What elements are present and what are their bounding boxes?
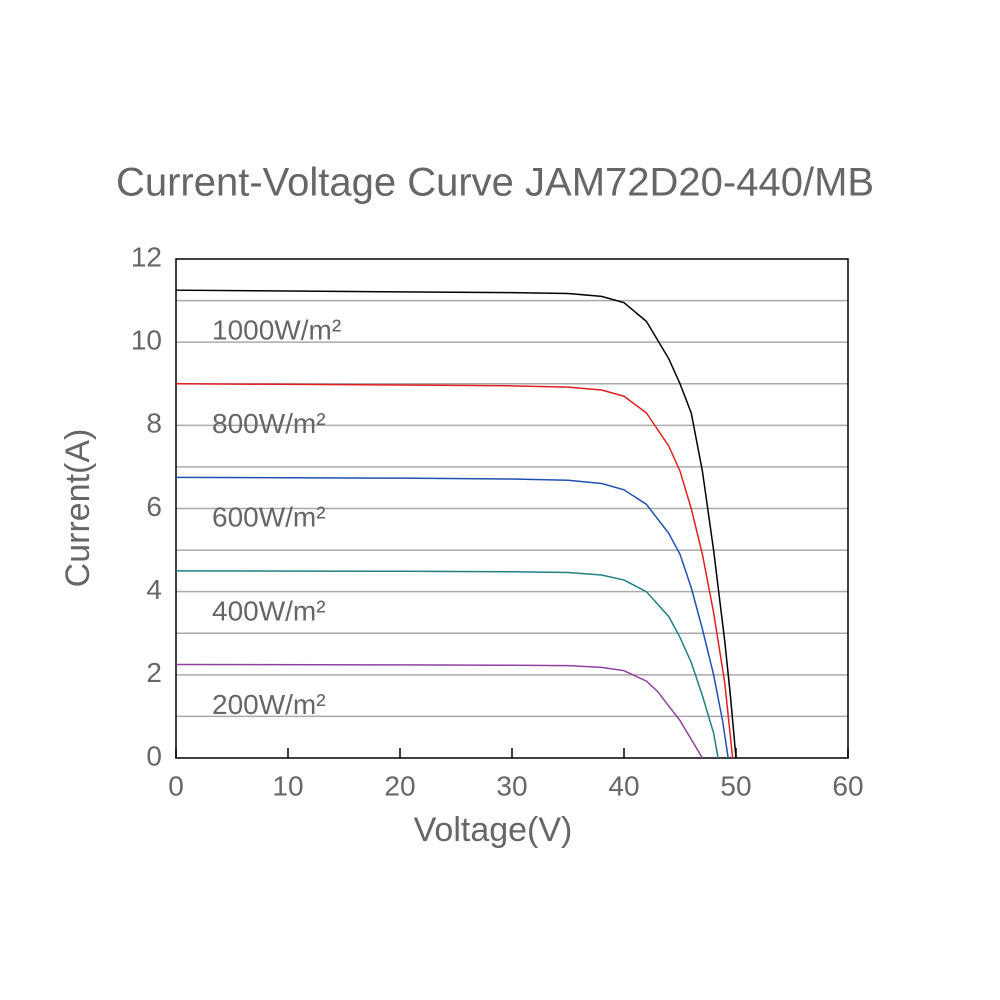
curve-label: 800W/m² (212, 408, 326, 439)
iv-curve (175, 289, 737, 759)
iv-curve (175, 663, 704, 759)
y-tick-label: 12 (131, 241, 162, 272)
iv-curve (175, 476, 729, 759)
curve-label: 400W/m² (212, 595, 326, 626)
x-tick-label: 10 (272, 770, 303, 801)
y-tick-label: 10 (131, 325, 162, 356)
x-axis-label: Voltage(V) (414, 811, 573, 849)
x-tick-label: 60 (832, 770, 863, 801)
y-tick-label: 6 (146, 491, 162, 522)
y-axis-label: Current(A) (59, 429, 97, 588)
x-tick-label: 40 (608, 770, 639, 801)
curve-label: 200W/m² (212, 689, 326, 720)
x-tick-label: 30 (496, 770, 527, 801)
iv-curve (175, 570, 719, 759)
x-tick-label: 50 (720, 770, 751, 801)
chart-title: Current-Voltage Curve JAM72D20-440/MB (116, 161, 874, 205)
curve-label: 600W/m² (212, 502, 326, 533)
plot-frame (175, 258, 849, 759)
iv-curve (175, 383, 734, 759)
y-tick-label: 0 (146, 740, 162, 771)
x-tick-label: 20 (384, 770, 415, 801)
y-tick-label: 8 (146, 408, 162, 439)
y-tick-label: 4 (146, 574, 162, 605)
curve-label: 1000W/m² (212, 315, 341, 346)
y-tick-label: 2 (146, 657, 162, 688)
x-tick-label: 0 (168, 770, 184, 801)
